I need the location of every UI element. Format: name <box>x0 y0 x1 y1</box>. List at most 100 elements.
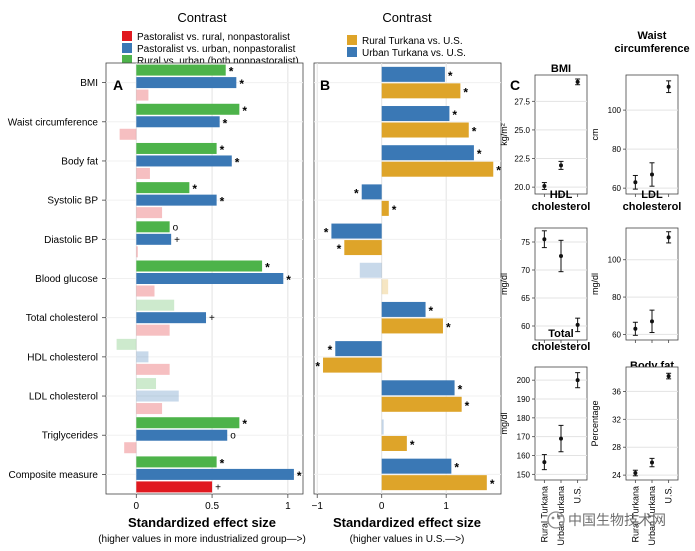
point-hdl-cholesterol-urban-turkana <box>559 254 563 258</box>
panel-a-bar-ldl-cholesterol-blue <box>136 390 179 402</box>
subplot-ytick-label-total-cholesterol-1: 160 <box>517 452 531 461</box>
point-total-cholesterol-urban-turkana <box>559 436 563 441</box>
panel-a-x-axis-title: Standardized effect size <box>128 515 276 530</box>
panel-b-x-ticks: −1 0 1 <box>312 494 449 512</box>
panel-a-bar-hdl-cholesterol-blue <box>136 351 149 363</box>
panel-a-legend: Pastoralist vs. rural, nonpastoralistPas… <box>122 31 299 67</box>
subplot-xtick-label-body-fat-u-s: U.S. <box>664 486 674 504</box>
panel-b-legend: Rural Turkana vs. U.S.Urban Turkana vs. … <box>347 35 466 59</box>
point-total-cholesterol-rural-turkana <box>542 460 547 465</box>
subplot-xtick-label-body-fat-rural-turkana: Rural Turkana <box>630 486 640 543</box>
panel-a-bar-triglycerides-blue <box>136 429 228 441</box>
panel-b-legend-label-gold: Rural Turkana vs. U.S. <box>362 36 463 47</box>
panel-a-bar-systolic-bp-red <box>136 207 163 219</box>
panel-b-x-axis-subtitle: (higher values in U.S.—>) <box>350 534 465 545</box>
watermark-icon-dot-left <box>551 516 555 520</box>
subplot-ytick-label-hdl-cholesterol-2: 70 <box>521 266 530 275</box>
panel-a-bar-hdl-cholesterol-green <box>116 338 137 350</box>
panel-a-bar-bmi-blue <box>136 77 237 89</box>
panel-a-bar-ldl-cholesterol-green <box>136 378 157 390</box>
subplot-ytick-label-body-fat-3: 36 <box>612 387 621 396</box>
panel-a-x-axis-subtitle: (higher values in more industrialized gr… <box>98 534 306 545</box>
panel-a-legend-swatch-red <box>122 31 132 41</box>
subplot-ylabel-bmi: kg/m² <box>499 123 509 146</box>
panel-b-significance-waist-circumference-gold: * <box>472 125 477 139</box>
subplot-ytick-label-hdl-cholesterol-1: 65 <box>521 294 530 303</box>
panel-a-legend-swatch-green <box>122 55 132 65</box>
panel-a-significance-total-cholesterol-blue: + <box>209 313 215 324</box>
panel-a-bar-composite-measure-red <box>136 481 213 493</box>
panel-b-significance-systolic-bp-blue: * <box>354 186 359 200</box>
panel-b-bar-body-fat-blue <box>381 145 474 161</box>
watermark: 中国生物技术网 <box>547 511 666 529</box>
panel-a-bar-composite-measure-green <box>136 456 217 468</box>
subplot-ytick-label-waist-circumference-2: 100 <box>608 106 622 115</box>
panel-b-significance-diastolic-bp-gold: * <box>337 242 342 256</box>
panel-a-legend-swatch-blue <box>122 43 132 53</box>
subplot-ytick-label-bmi-0: 20.0 <box>514 183 530 192</box>
panel-a-significance-waist-circumference-green: * <box>242 104 247 118</box>
panel-a-significance-composite-measure-red: + <box>215 482 221 493</box>
point-hdl-cholesterol-u-s <box>575 322 580 327</box>
panel-b: Contrast Rural Turkana vs. U.S.Urban Tur… <box>312 10 502 545</box>
panel-a-significance-composite-measure-blue: * <box>297 469 302 483</box>
panel-a-significance-composite-measure-green: * <box>220 456 225 470</box>
subplot-title-bmi: BMI <box>551 63 571 75</box>
category-label-body-fat: Body fat <box>61 156 98 167</box>
panel-a-bar-waist-circumference-blue <box>136 116 220 128</box>
point-hdl-cholesterol-rural-turkana <box>542 237 547 242</box>
subplot-ytick-label-total-cholesterol-4: 190 <box>517 395 531 404</box>
subplot-xtick-label-total-cholesterol-rural-turkana: Rural Turkana <box>539 486 549 543</box>
panel-b-bar-composite-measure-blue <box>381 458 452 474</box>
panel-b-significance-composite-measure-blue: * <box>454 461 459 475</box>
subplot-ylabel-total-cholesterol: mg/dl <box>499 412 509 434</box>
panel-a-significance-bmi-blue: * <box>239 77 244 91</box>
point-waist-circumference-urban-turkana <box>650 172 654 177</box>
panel-b-bar-waist-circumference-gold <box>381 122 469 138</box>
panel-b-legend-swatch-blue <box>347 47 357 57</box>
category-labels: BMI Waist circumference Body fat Systolic B… <box>8 78 106 481</box>
panel-b-bar-hdl-cholesterol-gold <box>323 357 382 373</box>
panel-b-significance-systolic-bp-gold: * <box>392 203 397 217</box>
panel-a-bar-total-cholesterol-blue <box>136 312 207 324</box>
panel-a-bar-blood-glucose-red <box>136 285 155 297</box>
panel-a-label: A <box>113 77 123 93</box>
panel-a-significance-triglycerides-blue: o <box>230 431 236 442</box>
panel-a-bar-blood-glucose-blue <box>136 273 284 284</box>
panel-a: Contrast Pastoralist vs. rural, nonpasto… <box>8 10 306 545</box>
subplot-ytick-label-ldl-cholesterol-0: 60 <box>612 330 621 339</box>
panel-b-bar-body-fat-gold <box>381 161 494 177</box>
watermark-text: 中国生物技术网 <box>568 512 666 528</box>
panel-a-legend-label-green: Rural vs. urban (both nonpastoralist) <box>137 56 299 67</box>
panel-a-tick-label-2: 1 <box>285 501 291 512</box>
panel-b-significance-body-fat-gold: * <box>496 164 501 178</box>
subplot-title-hdl-cholesterol: HDL <box>550 189 573 201</box>
panel-b-significance-ldl-cholesterol-blue: * <box>458 382 463 396</box>
point-bmi-rural-turkana <box>542 183 547 188</box>
category-label-total-cholesterol: Total cholesterol <box>26 313 98 324</box>
panel-a-tick-label-0: 0 <box>134 501 140 512</box>
panel-a-bar-triglycerides-red <box>124 442 137 454</box>
subplot-ytick-label-total-cholesterol-5: 200 <box>517 376 531 385</box>
panel-a-significance-systolic-bp-green: * <box>192 182 197 196</box>
point-ldl-cholesterol-urban-turkana <box>650 319 654 324</box>
panel-c-label: C <box>510 77 520 93</box>
panel-a-bar-waist-circumference-red <box>119 128 137 140</box>
category-label-waist-circumference: Waist circumference <box>8 117 99 128</box>
subplot-ytick-label-total-cholesterol-3: 180 <box>517 414 531 423</box>
panel-b-significance-triglycerides-gold: * <box>410 438 415 452</box>
category-label-bmi: BMI <box>80 78 98 89</box>
subplot-ylabel-waist-circumference: cm <box>590 129 600 141</box>
panel-b-bar-waist-circumference-blue <box>381 106 450 122</box>
subplot-title-line2-waist-circumference: circumference <box>614 43 689 55</box>
panel-b-legend-label-blue: Urban Turkana vs. U.S. <box>362 48 466 59</box>
subplot-title-line2-ldl-cholesterol: cholesterol <box>623 201 682 213</box>
point-bmi-u-s <box>575 79 580 84</box>
subplot-title-waist-circumference: Waist <box>638 30 667 42</box>
point-waist-circumference-u-s <box>666 84 671 89</box>
panel-a-significance-blood-glucose-green: * <box>265 261 270 275</box>
panel-b-significance-body-fat-blue: * <box>477 147 482 161</box>
